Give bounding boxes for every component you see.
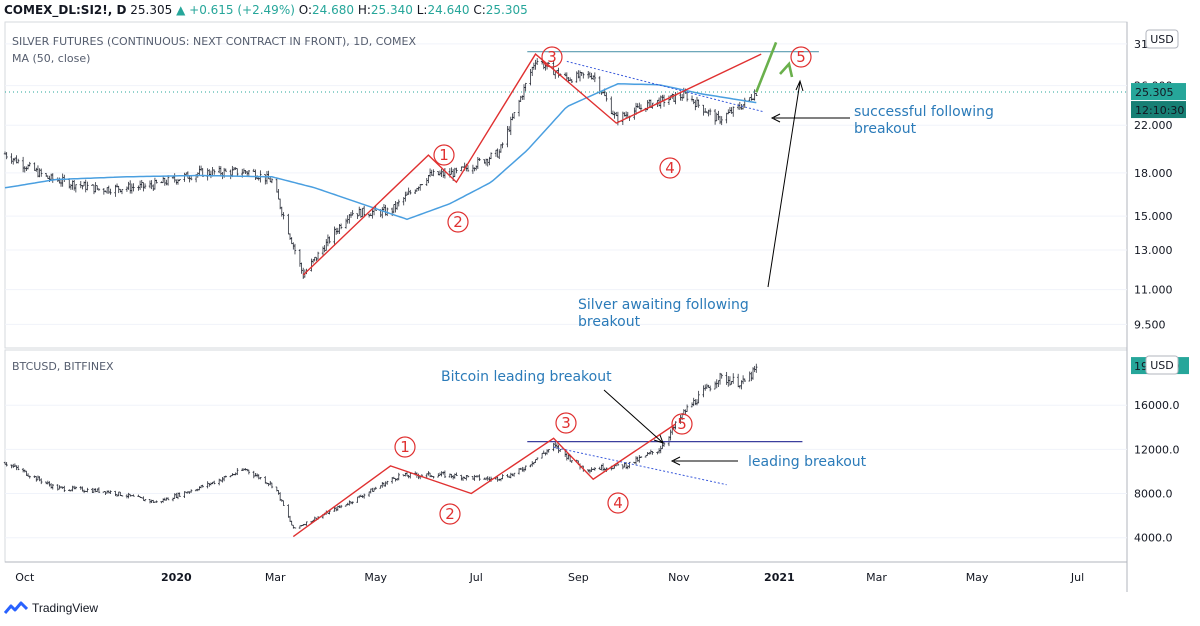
symbol-header: COMEX_DL:SI2!, D 25.305 ▲ +0.615 (+2.49%…	[4, 0, 528, 20]
silver-title: SILVER FUTURES (CONTINUOUS: NEXT CONTRAC…	[12, 35, 416, 48]
tradingview-footer[interactable]: TradingView	[4, 598, 98, 618]
btc-leading-pointer-arrowhead	[653, 434, 664, 444]
awaiting-pointer-arrowhead	[795, 79, 804, 92]
silver-last-price-tag[interactable]	[1131, 83, 1186, 101]
price-change: ▲ +0.615 (+2.49%)	[176, 3, 295, 17]
x-axis-label: Sep	[568, 571, 589, 584]
btc-wave-path[interactable]	[292, 423, 676, 538]
silver-wave-4-circle	[659, 157, 681, 179]
silver-wave-2-label: 2	[453, 213, 463, 231]
silver-countdown-tag	[1131, 101, 1186, 119]
silver-currency-label: USD	[1150, 33, 1174, 46]
btc-wave-4-circle	[607, 492, 629, 514]
silver-awaiting-annotation-line2: breakout	[578, 314, 641, 330]
breakout-pointer-arrowhead	[770, 113, 781, 123]
btc-trendline[interactable]	[553, 446, 727, 486]
silver-wave-path[interactable]	[302, 53, 762, 276]
awaiting-pointer-arrow	[767, 81, 801, 288]
btc-title: BTCUSD, BITFINEX	[12, 360, 114, 373]
x-axis-label: Jul	[469, 571, 483, 584]
silver-last-price-text: 25.305	[1135, 86, 1174, 99]
silver-pane[interactable]: 9.50011.00013.00015.00018.00022.00026.00…	[3, 38, 1186, 331]
silver-wave-1-circle	[433, 144, 455, 166]
silver-y-tick-label: 9.500	[1134, 318, 1166, 331]
low-value: 24.640	[427, 3, 470, 17]
close-label: C:	[473, 3, 486, 17]
btc-wave-3-label: 3	[561, 414, 571, 432]
ma-50-line[interactable]	[4, 83, 757, 221]
x-axis-label: May	[364, 571, 387, 584]
last-price: 25.305	[130, 3, 173, 17]
silver-awaiting-annotation-line1: Silver awaiting following	[578, 297, 749, 313]
btc-leading-pointer-arrow	[603, 389, 663, 443]
x-axis-label: Oct	[15, 571, 35, 584]
btc-wave-4-label: 4	[613, 494, 623, 512]
open-label: O:	[298, 3, 313, 17]
btc-currency-label: USD	[1150, 359, 1174, 372]
btc-breakout-annotation: leading breakout	[748, 454, 867, 470]
high-value: 25.340	[370, 3, 413, 17]
silver-pane-frame	[4, 21, 1128, 349]
silver-y-tick-label: 11.000	[1134, 284, 1173, 297]
btc-wave-2-circle	[439, 503, 461, 525]
low-label: L:	[416, 3, 428, 17]
btc-y-tick-label: 4000.0	[1134, 532, 1173, 545]
btc-y-tick-label: 8000.0	[1134, 488, 1173, 501]
ma-indicator-label[interactable]: MA (50, close)	[12, 52, 90, 65]
open-value: 24.680	[312, 3, 355, 17]
btc-wave-1-label: 1	[400, 438, 410, 456]
x-axis-label: May	[966, 571, 989, 584]
silver-breakout-annotation-line2: breakout	[854, 121, 917, 137]
high-label: H:	[357, 3, 371, 17]
x-axis-label: 2021	[764, 571, 795, 584]
silver-wave-3-label: 3	[547, 48, 557, 66]
silver-projection-arrow	[755, 41, 778, 93]
silver-wave-5-circle	[790, 46, 812, 68]
btc-leading-annotation: Bitcoin leading breakout	[441, 369, 612, 385]
btc-wave-5-circle	[671, 413, 693, 435]
silver-wave-3-circle	[541, 46, 563, 68]
time-axis[interactable]: Oct 2020 Mar May Jul Sep Nov 2021 Mar May Jul	[15, 571, 1084, 584]
btc-wave-3-circle	[555, 412, 577, 434]
silver-projection-arrowhead	[779, 61, 794, 78]
silver-wave-5-label: 5	[796, 48, 806, 66]
x-axis-label: Nov	[668, 571, 690, 584]
silver-countdown-text: 12:10:30	[1135, 104, 1184, 117]
tradingview-brand: TradingView	[32, 601, 99, 615]
btc-y-tick-label: 12000.0	[1134, 443, 1180, 456]
close-value: 25.305	[485, 3, 528, 17]
silver-breakout-annotation-line1: successful following	[854, 104, 994, 120]
silver-trendline[interactable]	[566, 60, 764, 113]
btc-wave-2-label: 2	[445, 505, 455, 523]
x-axis-label: 2020	[161, 571, 192, 584]
silver-wave-2-circle	[447, 211, 469, 233]
btc-currency-badge[interactable]	[1145, 355, 1179, 375]
btc-wave-5-label: 5	[677, 415, 687, 433]
btc-wave-1-circle	[394, 436, 416, 458]
btc-y-tick-label: 16000.0	[1134, 399, 1180, 412]
silver-wave-4-label: 4	[665, 159, 675, 177]
tradingview-logo-icon	[4, 601, 28, 614]
x-axis-label: Mar	[265, 571, 286, 584]
silver-y-tick-label: 15.000	[1134, 210, 1173, 223]
silver-y-tick-label: 13.000	[1134, 244, 1173, 257]
btc-breakout-pointer-arrowhead	[670, 456, 681, 466]
silver-currency-badge[interactable]	[1145, 29, 1179, 49]
symbol-name[interactable]: COMEX_DL:SI2!, D	[4, 3, 127, 17]
silver-y-tick-label: 22.000	[1134, 119, 1173, 132]
silver-y-tick-label: 18.000	[1134, 167, 1173, 180]
x-axis-label: Jul	[1070, 571, 1084, 584]
silver-wave-1-label: 1	[439, 146, 449, 164]
x-axis-label: Mar	[866, 571, 887, 584]
